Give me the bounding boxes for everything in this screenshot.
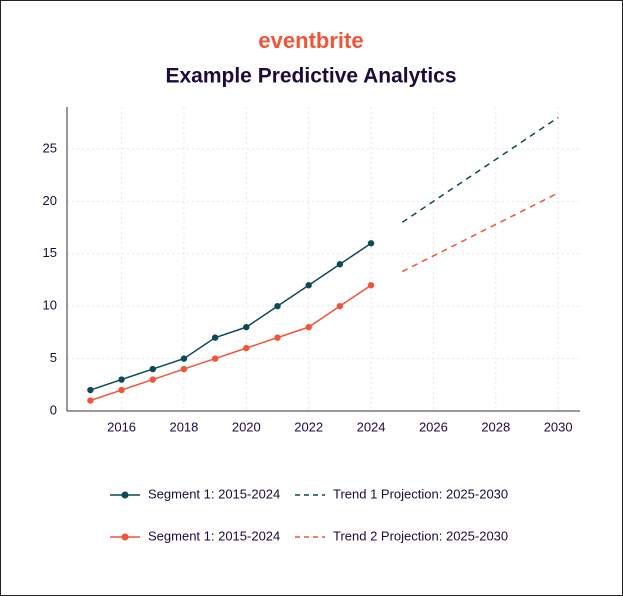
legend-marker: [121, 491, 129, 499]
legend-label: Segment 1: 2015-2024: [148, 486, 280, 501]
data-point: [305, 282, 312, 289]
legend-label: Trend 1 Projection: 2025-2030: [333, 486, 508, 501]
data-point: [149, 376, 156, 383]
data-point: [87, 386, 94, 394]
data-point: [87, 397, 94, 404]
legend-marker: [121, 533, 129, 541]
x-tick-label: 2018: [169, 419, 198, 434]
series-line: [90, 284, 372, 402]
data-point: [180, 355, 188, 362]
data-point: [274, 302, 281, 310]
data-point: [211, 355, 219, 362]
data-point: [211, 334, 219, 341]
data-point: [367, 282, 375, 289]
data-point: [243, 344, 250, 352]
x-tick-label: 2026: [419, 419, 448, 434]
data-point: [305, 323, 312, 331]
series-line: [401, 116, 559, 223]
y-tick-label: 15: [43, 245, 57, 260]
series-line: [90, 242, 372, 391]
data-point: [118, 376, 125, 383]
y-tick-label: 0: [50, 402, 57, 417]
data-point: [336, 261, 344, 268]
x-tick-label: 2024: [357, 419, 386, 434]
data-point: [274, 334, 281, 341]
data-point: [149, 365, 156, 373]
brand-logo: eventbrite: [258, 28, 363, 53]
y-tick-label: 25: [43, 140, 57, 155]
data-point: [180, 365, 188, 373]
x-tick-label: 2022: [294, 419, 323, 434]
y-tick-label: 20: [43, 193, 57, 208]
x-tick-label: 2030: [544, 419, 573, 434]
data-point: [336, 302, 344, 310]
legend-label: Trend 2 Projection: 2025-2030: [333, 528, 508, 543]
x-tick-label: 2020: [232, 419, 261, 434]
x-tick-label: 2016: [107, 419, 136, 434]
legend-label: Segment 1: 2015-2024: [148, 528, 280, 543]
chart-title: Example Predictive Analytics: [165, 65, 456, 88]
data-point: [118, 386, 125, 394]
series-line: [401, 192, 559, 273]
x-tick-label: 2028: [481, 419, 510, 434]
y-tick-label: 5: [50, 350, 57, 365]
data-point: [243, 323, 250, 331]
y-tick-label: 10: [43, 298, 57, 313]
data-point: [367, 240, 375, 247]
